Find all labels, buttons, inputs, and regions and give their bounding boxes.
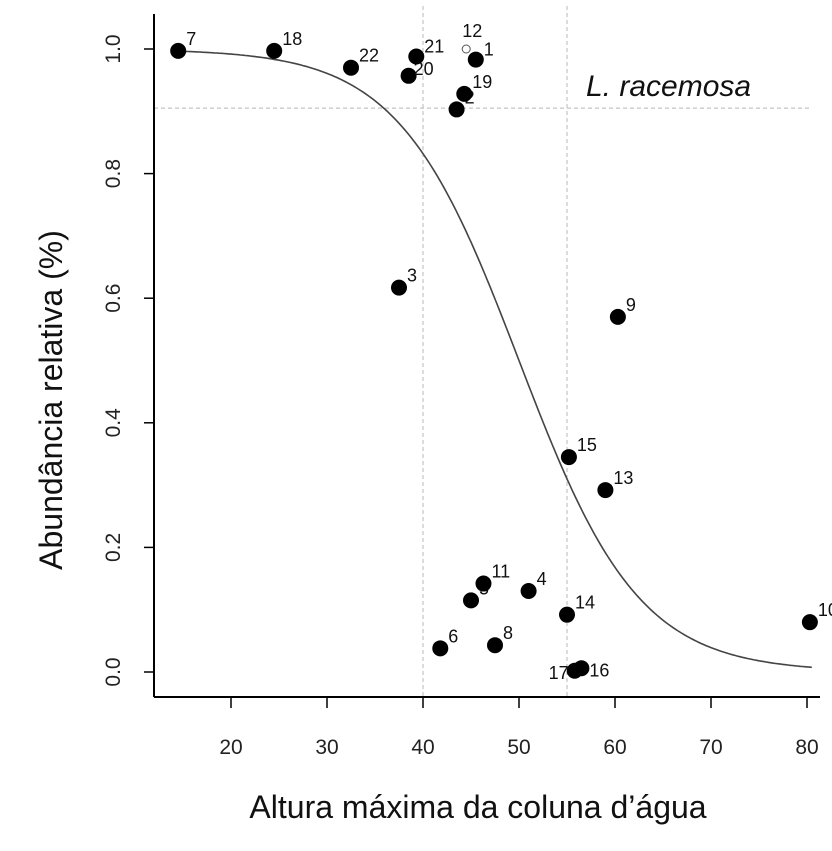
x-tick-label: 50	[507, 736, 530, 759]
x-tick-label: 40	[411, 736, 434, 759]
y-tick-label: 0.8	[102, 159, 125, 188]
data-point-label: 8	[503, 623, 513, 643]
data-point	[487, 637, 503, 654]
data-point	[475, 575, 492, 592]
y-axis-title: Abundância relativa (%)	[33, 230, 69, 570]
data-point-label: 15	[577, 435, 597, 455]
data-point	[559, 606, 575, 623]
data-point	[343, 59, 359, 76]
data-point	[456, 85, 473, 102]
data-point-label: 12	[462, 21, 482, 41]
data-point-label: 4	[537, 569, 547, 589]
species-annotation: L. racemosa	[586, 70, 751, 103]
data-point-label: 13	[613, 468, 633, 488]
y-tick-label: 0.0	[102, 657, 125, 686]
data-point-label: 3	[407, 266, 417, 286]
data-point	[170, 42, 187, 59]
y-tick-label: 0.6	[102, 284, 125, 313]
data-point	[597, 482, 614, 499]
data-point-label: 21	[424, 36, 444, 56]
x-tick-label: 60	[603, 736, 626, 759]
reference-lines	[154, 6, 810, 697]
data-point-label: 7	[186, 29, 196, 49]
data-point-hollow	[461, 44, 471, 54]
axes: 20 30 40 50 60 70 80 0.0 0.2 0.4 0.6 0.8 1.0	[102, 14, 820, 759]
data-point-label: 14	[575, 593, 595, 613]
data-point-label: 10	[818, 600, 832, 620]
data-point	[520, 583, 537, 600]
x-tick-label: 30	[315, 736, 338, 759]
data-point-label: 11	[491, 562, 510, 582]
data-point-label: 18	[282, 29, 302, 49]
x-tick-label: 80	[795, 736, 818, 759]
data-point	[400, 67, 417, 84]
fitted-logistic-curve	[178, 50, 812, 669]
data-point-label: 1	[484, 40, 494, 60]
y-tick-label: 0.2	[102, 533, 125, 562]
data-point	[609, 308, 626, 325]
data-point	[467, 51, 484, 68]
data-point	[448, 101, 465, 118]
data-point	[566, 662, 583, 679]
data-point	[463, 592, 479, 609]
data-point-label: 22	[359, 46, 379, 66]
x-tick-label: 70	[699, 736, 722, 759]
data-point-label: 19	[472, 72, 492, 92]
x-tick-label: 20	[219, 736, 242, 759]
data-point-label: 6	[448, 626, 458, 646]
data-point-label: 17	[549, 663, 569, 683]
x-axis-title: Altura máxima da coluna d’água	[249, 789, 706, 825]
data-point	[266, 42, 283, 59]
y-tick-label: 1.0	[102, 34, 125, 63]
data-point	[432, 640, 449, 657]
data-points: 12345678910111213141516171819202122	[170, 21, 832, 683]
data-point	[560, 449, 577, 466]
data-point-label: 9	[626, 295, 636, 315]
data-point	[408, 48, 425, 65]
data-point	[391, 279, 407, 296]
data-point-label: 16	[589, 660, 609, 680]
y-tick-label: 0.4	[102, 408, 125, 438]
data-point	[801, 614, 818, 631]
